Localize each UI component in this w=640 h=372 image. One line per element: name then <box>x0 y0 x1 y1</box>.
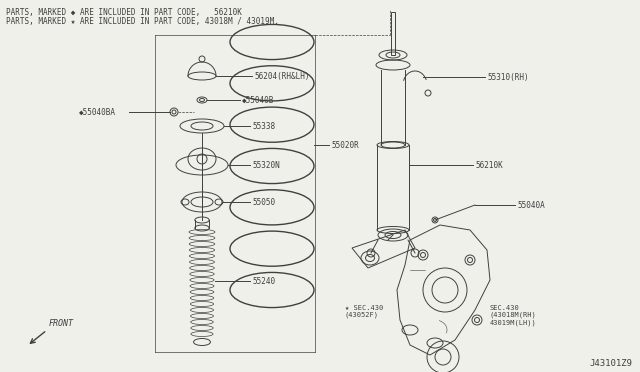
Text: 55310(RH): 55310(RH) <box>487 73 529 81</box>
Text: 55320N: 55320N <box>252 160 280 170</box>
Text: PARTS, MARKED ★ ARE INCLUDED IN PART CODE, 43018M / 43019M.: PARTS, MARKED ★ ARE INCLUDED IN PART COD… <box>6 17 279 26</box>
Text: 55040A: 55040A <box>517 201 545 209</box>
Text: 56210K: 56210K <box>475 160 503 170</box>
Text: J43101Z9: J43101Z9 <box>589 359 632 368</box>
Text: 55020R: 55020R <box>331 141 359 150</box>
Text: SEC.430
(43018M(RH)
43019M(LH)): SEC.430 (43018M(RH) 43019M(LH)) <box>490 305 537 326</box>
Text: FRONT: FRONT <box>49 319 74 328</box>
Text: ★ SEC.430
(43052F): ★ SEC.430 (43052F) <box>345 305 383 318</box>
Text: 56204(RH&LH): 56204(RH&LH) <box>254 71 310 80</box>
Text: 55240: 55240 <box>252 276 275 285</box>
Text: ◆55040BA: ◆55040BA <box>79 108 116 116</box>
Bar <box>391 12 395 55</box>
Text: ◆55040B: ◆55040B <box>242 96 275 105</box>
Text: 55050: 55050 <box>252 198 275 206</box>
Text: PARTS, MARKED ◆ ARE INCLUDED IN PART CODE,   56210K: PARTS, MARKED ◆ ARE INCLUDED IN PART COD… <box>6 8 242 17</box>
Text: 55338: 55338 <box>252 122 275 131</box>
